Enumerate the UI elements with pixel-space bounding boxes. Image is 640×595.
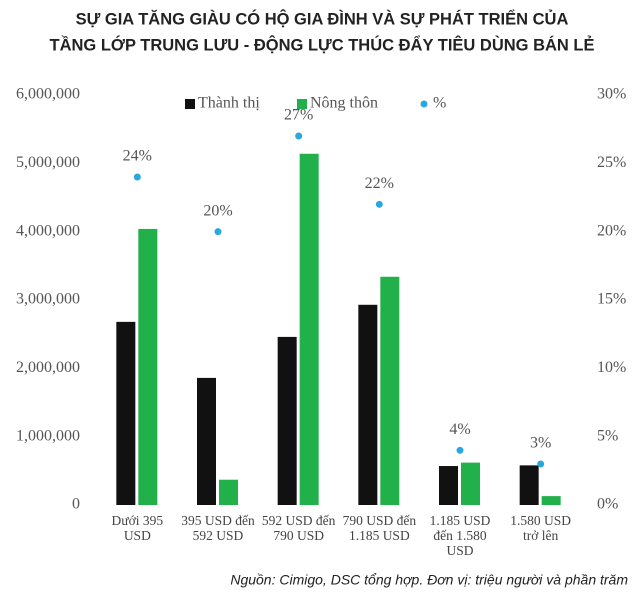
y2-tick-label: 10% xyxy=(597,359,626,376)
bar xyxy=(519,465,539,505)
data-label: 20% xyxy=(203,202,232,219)
data-point xyxy=(133,173,141,181)
bar xyxy=(439,466,458,505)
y-tick-label: 0 xyxy=(72,496,80,513)
source-note: Nguồn: Cimigo, DSC tổng hợp. Đơn vị: tri… xyxy=(230,572,628,588)
data-label: 27% xyxy=(284,107,313,124)
y-tick-label: 6,000,000 xyxy=(16,86,80,103)
data-label: 22% xyxy=(365,175,394,192)
data-point xyxy=(214,228,222,236)
bar xyxy=(358,304,378,505)
x-tick-label: 1.580 USD trở lên xyxy=(510,513,572,543)
legend-marker xyxy=(297,99,307,109)
data-label: 3% xyxy=(530,435,551,452)
legend-label: Nông thôn xyxy=(310,95,378,112)
y-tick-label: 5,000,000 xyxy=(16,154,80,171)
legend-label: Thành thị xyxy=(198,95,260,112)
y2-tick-label: 20% xyxy=(597,222,626,239)
bar xyxy=(138,228,158,505)
data-point xyxy=(295,132,303,140)
y-tick-label: 4,000,000 xyxy=(16,222,80,239)
x-tick-label: 790 USD đến 1.185 USD xyxy=(342,513,417,543)
x-tick-label: Dưới 395 USD xyxy=(111,513,164,543)
y2-tick-label: 30% xyxy=(597,86,626,103)
data-label: 24% xyxy=(123,148,152,165)
x-tick-label: 592 USD đến 790 USD xyxy=(261,513,336,543)
chart-title: SỰ GIA TĂNG GIÀU CÓ HỘ GIA ĐÌNH VÀ SỰ PH… xyxy=(76,9,569,28)
bar xyxy=(116,321,136,505)
data-label: 4% xyxy=(449,421,470,438)
data-point xyxy=(456,446,464,454)
legend-marker xyxy=(420,100,428,108)
bar xyxy=(541,496,561,505)
bar xyxy=(299,153,319,505)
y-tick-label: 3,000,000 xyxy=(16,291,80,308)
y2-tick-label: 0% xyxy=(597,496,618,513)
x-tick-label: 395 USD đến 592 USD xyxy=(181,513,255,543)
y2-tick-label: 15% xyxy=(597,291,626,308)
data-point xyxy=(537,460,545,468)
chart-title: TẦNG LỚP TRUNG LƯU - ĐỘNG LỰC THÚC ĐẨY T… xyxy=(50,35,595,54)
bar xyxy=(380,276,400,505)
x-tick-label: 1.185 USD đến 1.580 USD xyxy=(429,513,491,558)
bar xyxy=(219,479,238,505)
y-tick-label: 1,000,000 xyxy=(16,427,80,444)
bar xyxy=(197,377,216,505)
y-tick-label: 2,000,000 xyxy=(16,359,80,376)
data-point xyxy=(375,200,383,208)
bar xyxy=(277,336,297,505)
y2-tick-label: 25% xyxy=(597,154,626,171)
legend-marker xyxy=(185,99,195,109)
legend-label: % xyxy=(433,95,446,112)
y2-tick-label: 5% xyxy=(597,427,618,444)
bar xyxy=(461,462,480,505)
